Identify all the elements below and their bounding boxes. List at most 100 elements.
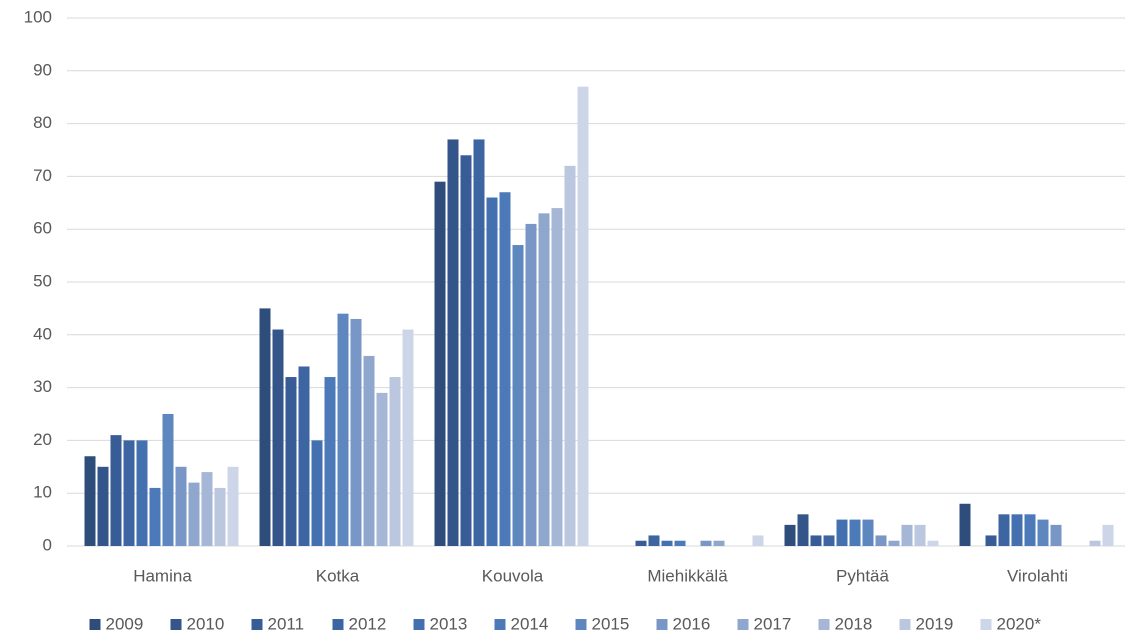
legend-label: 2018 [835,614,873,633]
legend-label: 2017 [754,614,792,633]
bar [998,514,1010,546]
bar [661,540,673,546]
bar [674,540,686,546]
bar [700,540,712,546]
bar [272,329,284,546]
bar [499,192,511,547]
bar [162,414,174,546]
bar [810,535,822,546]
legend-swatch [170,619,182,630]
bar [1102,524,1114,546]
bar [784,524,796,546]
bar [538,213,550,547]
bar [84,456,96,546]
bar [927,540,939,546]
bar [1089,540,1101,546]
bar [577,86,589,546]
y-tick-label: 30 [33,377,52,396]
bar [985,535,997,546]
bar [389,377,401,546]
bar [1037,519,1049,546]
legend-label: 2014 [511,614,549,633]
bar [914,524,926,546]
legend-label: 2010 [187,614,225,633]
bar [525,223,537,547]
bar [1024,514,1036,546]
bar [97,466,109,546]
legend-swatch [251,619,263,630]
bar [402,329,414,546]
bar [1011,514,1023,546]
legend-swatch [818,619,830,630]
x-tick-label: Virolahti [1007,566,1068,585]
bar [149,487,161,546]
bar [201,472,213,546]
y-tick-label: 90 [33,60,52,79]
y-tick-label: 0 [43,535,52,554]
legend-label: 2016 [673,614,711,633]
legend-swatch [494,619,506,630]
x-tick-label: Pyhtää [836,566,889,585]
bar [823,535,835,546]
x-tick-label: Kotka [316,566,360,585]
bar [136,440,148,546]
bar [713,540,725,546]
bar [564,165,576,546]
bar [434,181,446,546]
bar [298,366,310,546]
legend-swatch [737,619,749,630]
legend-swatch [899,619,911,630]
bar [188,482,200,546]
bar [324,377,336,546]
bar [350,318,362,546]
legend-label: 2020* [997,614,1042,633]
bar [875,535,887,546]
y-tick-label: 100 [24,7,52,26]
x-tick-label: Miehikkälä [647,566,728,585]
bar [214,487,226,546]
bar [175,466,187,546]
bar [337,313,349,546]
y-tick-label: 70 [33,166,52,185]
legend-swatch [332,619,344,630]
x-tick-label: Hamina [133,566,192,585]
bar [635,540,647,546]
legend-swatch [980,619,992,630]
y-tick-label: 40 [33,324,52,343]
legend-label: 2013 [430,614,468,633]
legend-swatch [656,619,668,630]
bar [460,155,472,546]
bar [551,208,563,546]
legend-label: 2019 [916,614,954,633]
bar [259,308,271,546]
y-tick-label: 20 [33,430,52,449]
bar [486,197,498,546]
bar [648,535,660,546]
y-tick-label: 60 [33,219,52,238]
bar [959,503,971,546]
bar [473,139,485,546]
legend-swatch [413,619,425,630]
bar [1050,524,1062,546]
legend-label: 2012 [349,614,387,633]
bar [311,440,323,546]
y-tick-label: 10 [33,483,52,502]
bar [512,245,524,547]
x-tick-label: Kouvola [482,566,544,585]
bar [363,355,375,546]
legend-swatch [575,619,587,630]
bar [901,524,913,546]
bar [797,514,809,546]
legend-label: 2015 [592,614,630,633]
legend-label: 2011 [268,614,305,633]
bar [227,466,239,546]
legend-label: 2009 [106,614,144,633]
bar [285,377,297,546]
bar [888,540,900,546]
bar [110,435,122,546]
legend-swatch [89,619,101,630]
bar [849,519,861,546]
bar [836,519,848,546]
y-tick-label: 50 [33,271,52,290]
